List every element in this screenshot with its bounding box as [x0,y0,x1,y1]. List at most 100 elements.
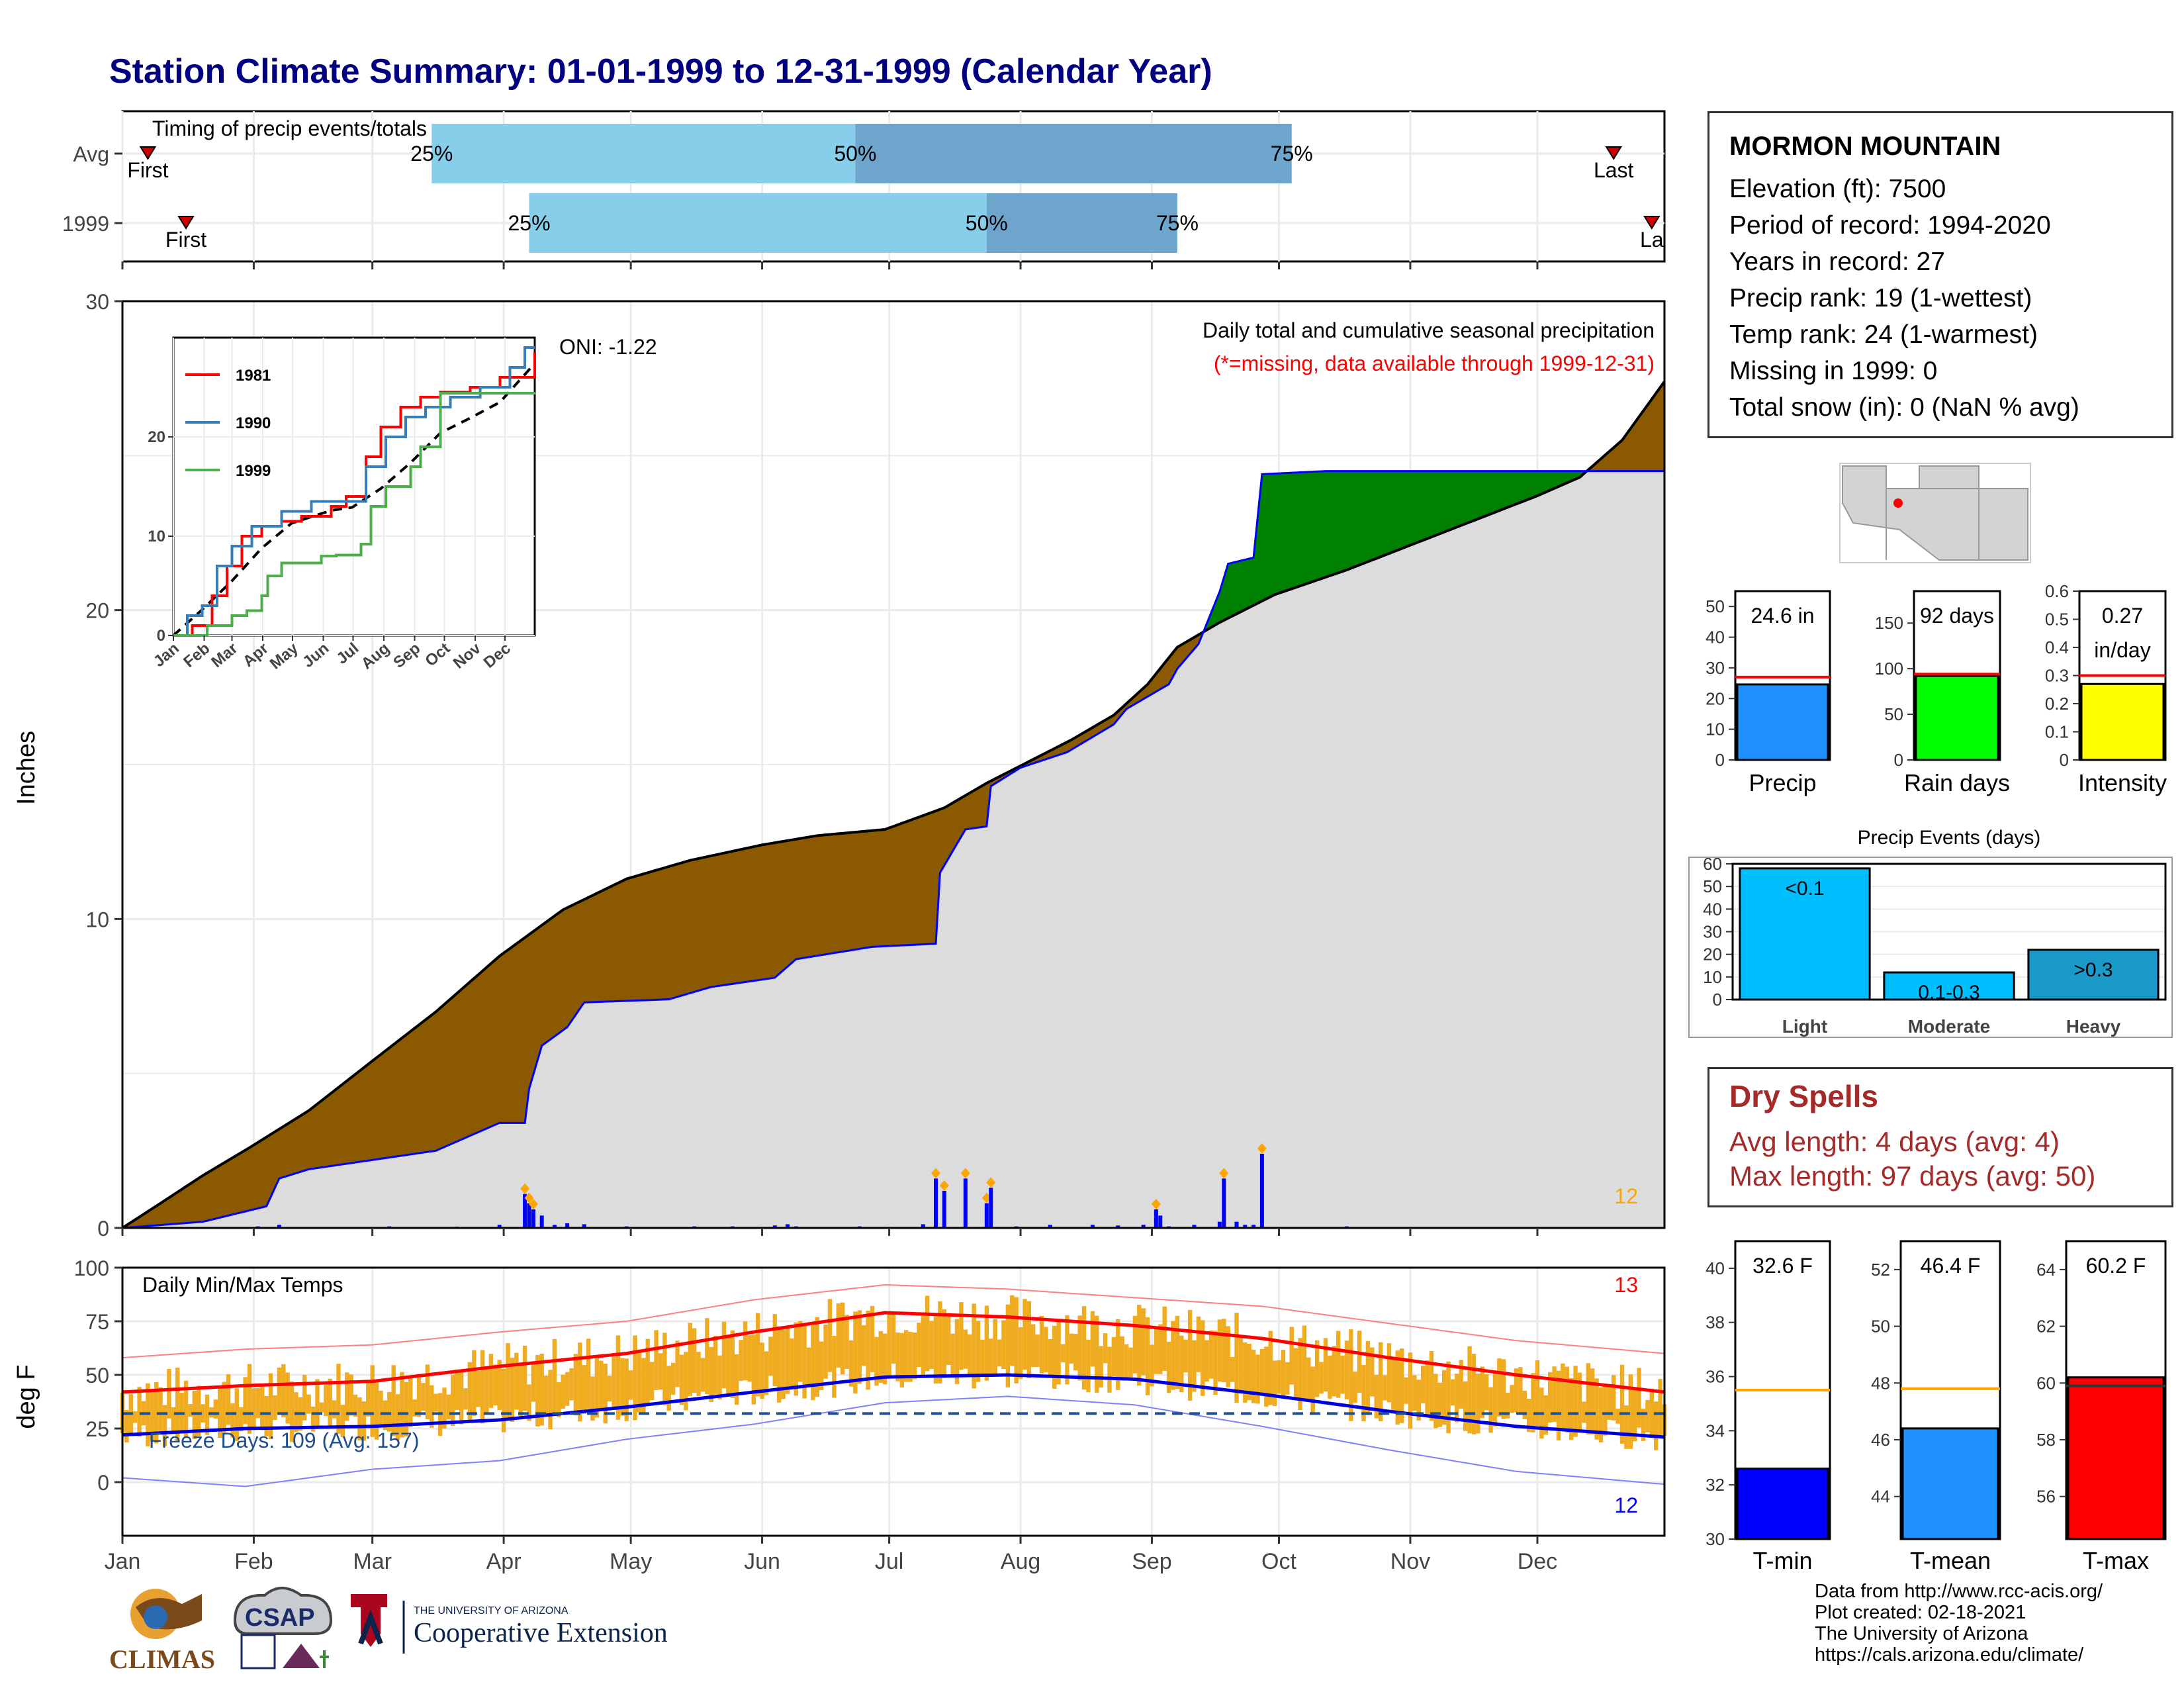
daily-temp-bar [1531,1373,1535,1432]
intensity-gauge-ytick-label: 0.6 [2045,581,2069,601]
tmean-gauge-ytick-label: 50 [1871,1317,1890,1336]
daily-temp-bar [183,1380,189,1438]
daily-temp-bar [1547,1372,1553,1423]
inset-avg-line [172,362,536,637]
intensity-gauge-ytick-label: 0.2 [2045,694,2069,714]
daily-precip-bar [1192,1225,1197,1228]
daily-temp-bar [421,1383,426,1411]
daily-temp-bar [933,1316,938,1384]
daily-temp-bar [1404,1377,1408,1404]
events-category-label: Heavy [2066,1016,2121,1037]
daily-precip-bar [1222,1178,1226,1228]
daily-temp-bar [1175,1315,1180,1389]
daily-temp-bar [1222,1319,1226,1383]
daily-temp-bar [1111,1336,1116,1377]
daily-temp-bar [997,1339,1002,1367]
daily-temp-bar [561,1374,565,1409]
daily-temp-bar [222,1382,226,1433]
timing-bar-q25-q50 [529,193,987,253]
daily-temp-bar [620,1358,625,1416]
daily-temp-bar [1497,1358,1502,1417]
credit-plot-date: Plot created: 02-18-2021 [1815,1602,2026,1623]
daily-temp-bar [251,1388,256,1429]
daily-temp-bar [645,1338,650,1405]
daily-temp-bar [1455,1374,1459,1423]
dry-spells-box: Dry Spells Avg length: 4 days (avg: 4) M… [1707,1067,2173,1207]
obs-cumulative-line [122,470,1664,1229]
daily-temp-bar [908,1331,913,1382]
daily-temp-bar [819,1341,824,1391]
daily-temp-bar [599,1360,604,1410]
tmean-gauge-ytick-label: 52 [1871,1260,1890,1280]
precip-deficit-area [122,381,1664,1229]
daily-temp-bar [1073,1333,1078,1371]
daily-temp-bar [1603,1385,1608,1436]
daily-temp-bar [1577,1372,1582,1430]
daily-temp-bar [205,1394,210,1435]
daily-precip-bar [921,1224,925,1228]
precip-gauge-value: 24.6 in [1751,604,1814,628]
daily-temp-bar [1594,1378,1599,1440]
daily-temp-bar [1416,1380,1421,1421]
daily-temp-bar [1132,1315,1138,1374]
daily-temp-bar [1437,1382,1442,1427]
daily-temp-bar [158,1387,163,1434]
daily-temp-bar [488,1354,494,1408]
daily-temp-bar [1492,1371,1498,1427]
daily-temp-bar [912,1332,917,1380]
cumulative-ytick-label: 0 [97,1217,109,1241]
daily-temp-bar [1556,1370,1561,1441]
tmean-gauge-ytick-label: 44 [1871,1487,1890,1507]
daily-temp-bar [1048,1338,1053,1378]
daily-temp-bar [1171,1321,1175,1390]
events-bar-label: >0.3 [2073,959,2113,981]
daily-temp-bar [1637,1368,1641,1428]
daily-temp-bar [277,1367,282,1414]
daily-temp-bar [1323,1338,1328,1392]
daily-precip-bar [1251,1225,1256,1228]
daily-temp-bar [1179,1335,1184,1393]
daily-temp-bar [306,1394,311,1414]
daily-temp-bar [607,1376,612,1402]
daily-temp-bar [692,1328,697,1393]
daily-temp-bar [201,1404,205,1423]
daily-temp-bar [1001,1320,1006,1370]
tmin-gauge-bar [1736,1468,1829,1540]
daily-temp-bar [954,1319,960,1384]
daily-temp-bar [747,1335,752,1382]
temps-xtick-label: Jul [875,1549,903,1574]
daily-temp-bar [696,1352,701,1396]
daily-temp-bar [1569,1378,1574,1440]
avg-tmax-line [122,1311,1665,1394]
events-bar-label: <0.1 [1785,878,1824,900]
daily-temp-bar [1314,1340,1320,1397]
daily-temp-bar [1501,1359,1506,1419]
logos: CLIMAS CSAP THE UNIVERSITY OF ARIZONA Co… [109,1587,668,1674]
daily-temp-bar [154,1382,159,1444]
daily-temp-bar [844,1315,849,1370]
ua-logo: THE UNIVERSITY OF ARIZONA Cooperative Ex… [351,1594,668,1654]
temps-xtick-label: Oct [1261,1549,1297,1574]
daily-precip-bar [1234,1221,1239,1228]
daily-temp-bar [1365,1340,1371,1415]
daily-temp-bar [400,1372,404,1438]
tmax-gauge-value: 60.2 F [2086,1254,2146,1278]
daily-temp-bar [1052,1325,1057,1389]
daily-temp-bar [1192,1340,1197,1392]
temps-xtick-label: May [610,1549,652,1574]
daily-temp-bar [628,1370,633,1400]
daily-temp-bar [268,1373,273,1440]
daily-precip-bar [523,1194,527,1228]
tmax-gauge-ytick-label: 58 [2036,1430,2056,1450]
daily-temp-bar [1251,1349,1256,1403]
daily-temp-bar [1632,1389,1637,1442]
record-high-line [122,1284,1665,1359]
daily-temp-bar [167,1368,171,1419]
tmin-gauge-ytick-label: 34 [1706,1421,1725,1440]
daily-temp-bar [433,1393,438,1412]
precip-events-panel: Precip Events (days)0102030405060<0.1Lig… [1688,827,2173,1038]
daily-temp-bar [255,1387,261,1419]
daily-temp-bar [679,1354,684,1405]
daily-temp-bar [345,1372,349,1421]
daily-temp-bar [904,1330,909,1382]
